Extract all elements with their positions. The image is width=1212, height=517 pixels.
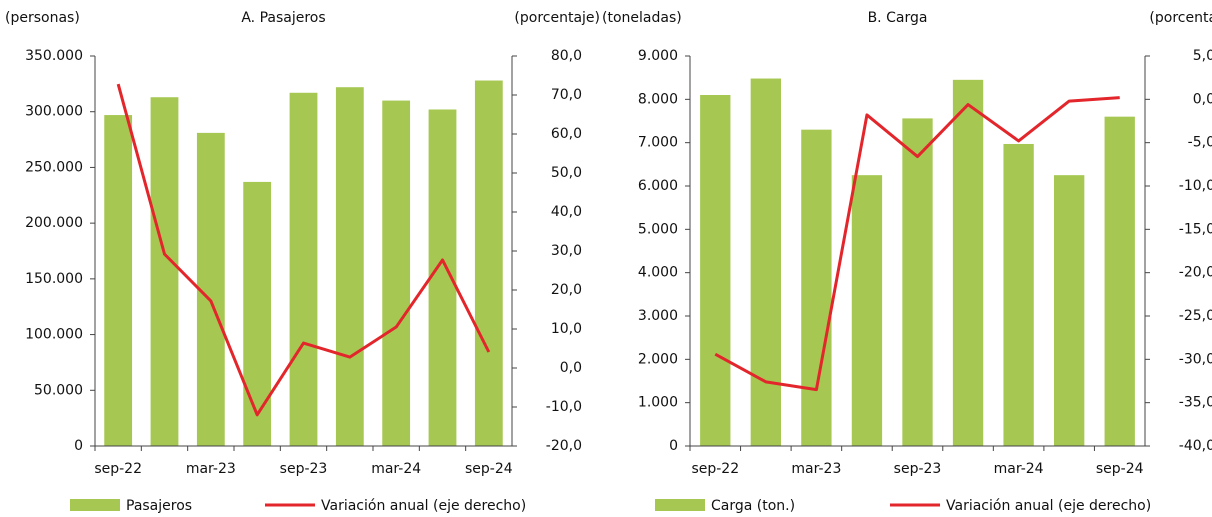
bar bbox=[902, 118, 933, 447]
y2-tick-label: 30,0 bbox=[551, 243, 582, 259]
x-tick-label: mar-23 bbox=[791, 461, 841, 477]
y-tick-label: 7.000 bbox=[638, 135, 678, 151]
chart-title: A. Pasajeros bbox=[241, 10, 325, 26]
bar bbox=[104, 115, 133, 447]
bar bbox=[1104, 116, 1135, 447]
x-tick-label: sep-22 bbox=[94, 461, 142, 477]
bar bbox=[382, 100, 411, 447]
y-tick-label: 5.000 bbox=[638, 221, 678, 237]
bar bbox=[474, 80, 503, 446]
y-tick-label: 0 bbox=[74, 438, 83, 454]
bar bbox=[1054, 175, 1085, 446]
x-tick-label: sep-24 bbox=[1096, 461, 1144, 477]
y-tick-label: 8.000 bbox=[638, 91, 678, 107]
y2-axis-label: (porcentaje) bbox=[1149, 10, 1212, 26]
y-tick-label: 6.000 bbox=[638, 178, 678, 194]
x-tick-label: sep-22 bbox=[691, 461, 739, 477]
y2-tick-label: 80,0 bbox=[551, 48, 582, 64]
legend-swatch bbox=[70, 499, 120, 511]
y2-tick-label: 20,0 bbox=[551, 282, 582, 298]
legend-label: Carga (ton.) bbox=[711, 498, 795, 514]
y-tick-label: 250.000 bbox=[25, 159, 83, 175]
y2-tick-label: 5,0 bbox=[1193, 48, 1212, 64]
y-tick-label: 300.000 bbox=[25, 104, 83, 120]
y2-tick-label: -35,0 bbox=[1179, 395, 1212, 411]
x-tick-label: mar-24 bbox=[994, 461, 1044, 477]
bar bbox=[150, 97, 179, 446]
y2-tick-label: -25,0 bbox=[1179, 308, 1212, 324]
y-tick-label: 150.000 bbox=[25, 271, 83, 287]
x-tick-label: sep-23 bbox=[280, 461, 328, 477]
y2-tick-label: 70,0 bbox=[551, 87, 582, 103]
y2-tick-label: -5,0 bbox=[1188, 135, 1212, 151]
y2-tick-label: 40,0 bbox=[551, 204, 582, 220]
y-tick-label: 0 bbox=[669, 438, 678, 454]
y-tick-label: 3.000 bbox=[638, 308, 678, 324]
y2-tick-label: 0,0 bbox=[560, 360, 582, 376]
x-tick-label: sep-24 bbox=[465, 461, 513, 477]
y-tick-label: 4.000 bbox=[638, 265, 678, 281]
y2-tick-label: -20,0 bbox=[1179, 265, 1212, 281]
y-tick-label: 350.000 bbox=[25, 48, 83, 64]
y2-tick-label: 0,0 bbox=[1193, 91, 1212, 107]
line bbox=[116, 83, 491, 417]
bar bbox=[952, 79, 984, 446]
bar bbox=[335, 87, 364, 446]
y2-tick-label: -40,0 bbox=[1179, 438, 1212, 454]
bar bbox=[243, 181, 272, 446]
bar bbox=[750, 78, 781, 447]
x-tick-label: sep-23 bbox=[894, 461, 942, 477]
y-tick-label: 50.000 bbox=[34, 382, 83, 398]
y2-tick-label: -20,0 bbox=[546, 438, 582, 454]
legend-label: Variación anual (eje derecho) bbox=[946, 498, 1151, 514]
y-tick-label: 1.000 bbox=[638, 395, 678, 411]
y2-tick-label: 60,0 bbox=[551, 126, 582, 142]
bar bbox=[851, 175, 883, 446]
bar bbox=[1003, 143, 1034, 446]
bar bbox=[700, 95, 731, 446]
x-tick-label: mar-23 bbox=[186, 461, 236, 477]
chart-title: B. Carga bbox=[868, 10, 928, 26]
line bbox=[714, 96, 1120, 392]
y2-tick-label: -10,0 bbox=[546, 399, 582, 415]
y-tick-label: 100.000 bbox=[25, 327, 83, 343]
bar bbox=[801, 129, 832, 446]
y-tick-label: 200.000 bbox=[25, 215, 83, 231]
y-tick-label: 9.000 bbox=[638, 48, 678, 64]
legend-label: Variación anual (eje derecho) bbox=[321, 498, 526, 514]
y2-tick-label: 50,0 bbox=[551, 165, 582, 181]
y2-tick-label: -30,0 bbox=[1179, 351, 1212, 367]
y-tick-label: 2.000 bbox=[638, 351, 678, 367]
y-axis-label: (personas) bbox=[5, 10, 80, 26]
y2-tick-label: 10,0 bbox=[551, 321, 582, 337]
legend-swatch bbox=[655, 499, 705, 511]
y2-axis-label: (porcentaje) bbox=[514, 10, 600, 26]
y-axis-label: (toneladas) bbox=[602, 10, 682, 26]
y2-tick-label: -15,0 bbox=[1179, 221, 1212, 237]
y2-tick-label: -10,0 bbox=[1179, 178, 1212, 194]
x-tick-label: mar-24 bbox=[371, 461, 421, 477]
bar bbox=[289, 92, 318, 447]
legend-label: Pasajeros bbox=[126, 498, 192, 514]
